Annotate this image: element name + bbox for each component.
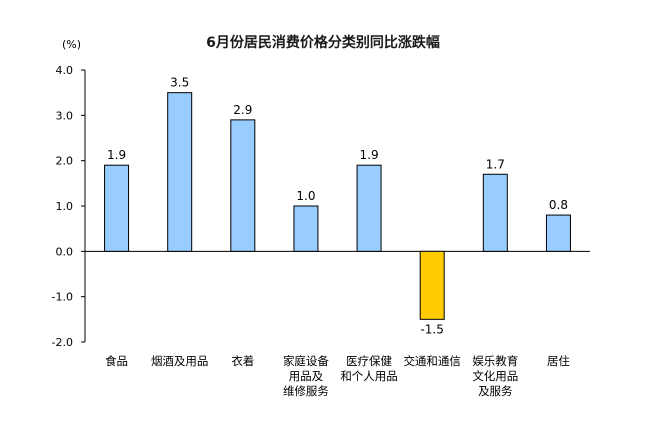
y-tick-label: -2.0 [52, 336, 73, 349]
bar [293, 205, 319, 252]
data-label: 3.5 [170, 76, 189, 90]
unit-label: (%) [62, 38, 81, 51]
category-label: 及服务 [478, 384, 513, 398]
y-tick-label: 2.0 [56, 155, 74, 168]
data-label: -1.5 [420, 322, 443, 336]
data-label: 0.8 [549, 198, 568, 212]
bars [104, 92, 571, 320]
y-tick-label: 4.0 [56, 64, 74, 77]
bar [167, 92, 193, 252]
axes: 4.0 3.0 2.0 1.0 0.0 -1.0 -2.0 [52, 64, 590, 349]
category-label: 维修服务 [283, 384, 329, 398]
bar [104, 164, 130, 252]
data-label: 2.9 [233, 103, 252, 117]
category-label: 居住 [547, 354, 570, 368]
data-label: 1.0 [296, 189, 315, 203]
bar [419, 250, 445, 320]
y-tick-label: 3.0 [56, 109, 74, 122]
category-label: 衣着 [231, 354, 254, 368]
data-label: 1.9 [360, 148, 379, 162]
y-tick-label: 1.0 [56, 200, 74, 213]
category-label: 和个人用品 [340, 369, 398, 383]
bar [545, 214, 571, 252]
y-tick-label: 0.0 [56, 245, 74, 258]
bar [356, 164, 382, 252]
bar [482, 173, 508, 252]
category-label: 娱乐教育 [472, 354, 518, 368]
category-label: 家庭设备 [283, 354, 329, 368]
data-label: 1.9 [107, 148, 126, 162]
chart-title: 6月份居民消费价格分类别同比涨跌幅 [206, 34, 440, 51]
data-label: 1.7 [486, 157, 505, 171]
category-label: 文化用品 [472, 369, 518, 383]
y-tick-label: -1.0 [52, 291, 73, 304]
category-label: 食品 [105, 354, 128, 368]
bar [230, 119, 256, 252]
category-label: 医疗保健 [346, 354, 392, 368]
category-label: 用品及 [289, 369, 324, 383]
category-label: 烟酒及用品 [151, 354, 209, 368]
category-label: 交通和通信 [403, 354, 461, 368]
